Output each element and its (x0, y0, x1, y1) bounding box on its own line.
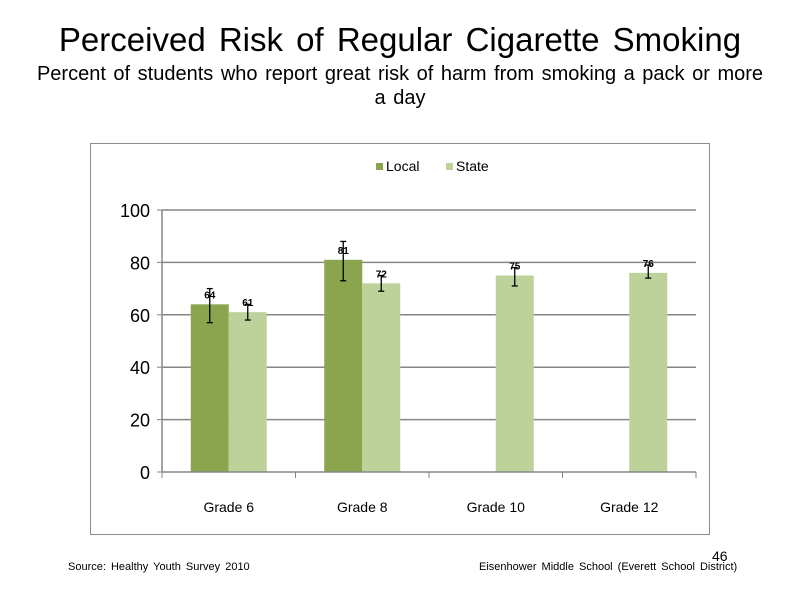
x-tick-label: Grade 6 (203, 499, 254, 515)
source-note: Source: Healthy Youth Survey 2010 (68, 561, 250, 573)
bar-state (228, 312, 267, 472)
data-label: 76 (643, 259, 655, 270)
school-name: Eisenhower Middle School (Everett School… (479, 561, 738, 573)
legend: Local State (376, 158, 489, 174)
y-tick-label: 100 (120, 201, 150, 221)
y-tick-label: 0 (140, 463, 150, 483)
data-label: 61 (242, 298, 254, 309)
chart-title: Perceived Risk of Regular Cigarette Smok… (58, 21, 742, 58)
bar-local (190, 304, 229, 472)
axes: 0 20 40 60 80 100 Grade 6 Grade 8 Grade 10 Grade … (120, 201, 697, 515)
x-tick-label: Grade 8 (337, 499, 388, 515)
bar-state (629, 272, 668, 472)
x-tick-label: Grade 12 (600, 499, 659, 515)
data-label: 75 (509, 262, 521, 273)
bar-state (495, 275, 534, 472)
bar-local (324, 259, 363, 472)
legend-swatch-state (446, 163, 453, 170)
chart-frame (90, 143, 710, 535)
legend-label-local: Local (386, 158, 419, 174)
y-tick-label: 60 (130, 306, 150, 326)
data-labels: 64 61 81 72 75 76 (204, 246, 654, 309)
y-tick-label: 80 (130, 253, 150, 273)
error-bars (206, 240, 652, 324)
legend-label-state: State (456, 158, 489, 174)
data-label: 81 (338, 246, 350, 257)
page-number: 46 (712, 548, 728, 564)
legend-swatch-local (376, 163, 383, 170)
y-tick-label: 40 (130, 358, 150, 378)
chart-subtitle: Percent of students who report great ris… (36, 63, 764, 109)
data-label: 64 (204, 290, 216, 301)
bars (190, 259, 668, 472)
y-tick-label: 20 (130, 411, 150, 431)
x-tick-label: Grade 10 (467, 499, 526, 515)
bar-state (362, 283, 401, 472)
data-label: 72 (376, 269, 388, 280)
